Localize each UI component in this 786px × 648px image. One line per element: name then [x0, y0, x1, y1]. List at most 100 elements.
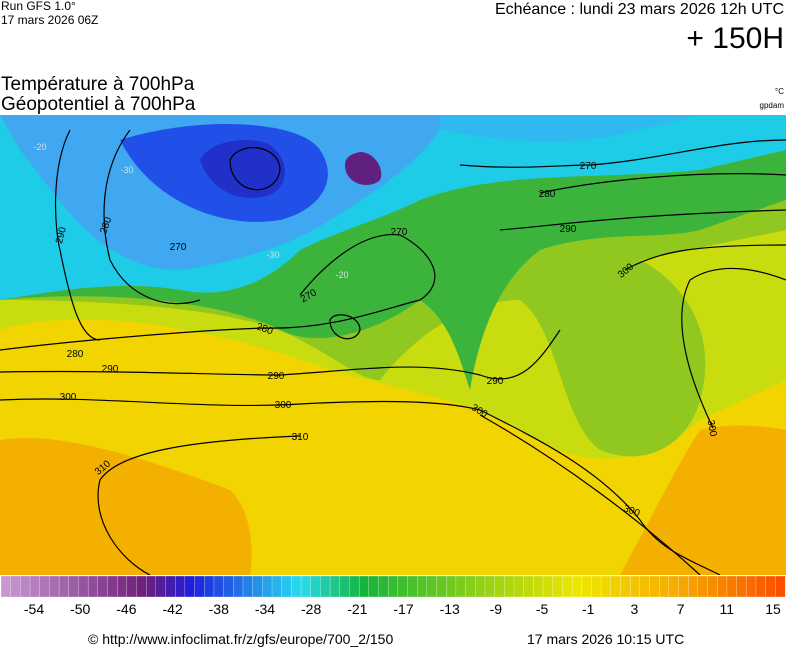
- colorbar-cell: [213, 575, 225, 598]
- colorbar-cell: [775, 575, 786, 598]
- colorbar-cell: [116, 575, 128, 598]
- colorbar-cell: [358, 575, 370, 598]
- colorbar-cell: [310, 575, 321, 598]
- temperature-label: -20: [335, 270, 348, 280]
- colorbar-cell: [87, 575, 99, 598]
- colorbar-cell: [204, 575, 215, 598]
- colorbar-cell: [262, 575, 273, 598]
- unit-geopotential: gpdam: [760, 101, 785, 110]
- colorbar-cell: [591, 575, 602, 598]
- geopotential-label: 300: [60, 392, 77, 403]
- colorbar-cell: [581, 575, 592, 598]
- colorbar-cell: [562, 575, 573, 598]
- colorbar-cell: [659, 575, 670, 598]
- geopotential-label: 290: [560, 224, 577, 235]
- geopotential-label: 280: [539, 189, 556, 200]
- colorbar-tick-label: -13: [440, 601, 460, 617]
- colorbar-cell: [542, 575, 554, 598]
- colorbar-cell: [717, 575, 728, 598]
- colorbar-tick-label: -46: [116, 601, 136, 617]
- geopotential-label: 270: [580, 161, 597, 172]
- colorbar-cell: [746, 575, 757, 598]
- colorbar-cell: [146, 575, 157, 598]
- geopotential-label: 290: [102, 364, 119, 375]
- colorbar-cell: [494, 575, 505, 598]
- colorbar-cell: [639, 575, 650, 598]
- title-geopotential: Géopotentiel à 700hPa: [1, 94, 196, 115]
- colorbar-cell: [49, 575, 60, 598]
- geopotential-label: 300: [705, 419, 719, 438]
- colorbar-cell: [339, 575, 350, 598]
- colorbar-cell: [368, 575, 379, 598]
- colorbar-cell: [446, 575, 457, 598]
- generated-time: 17 mars 2026 10:15 UTC: [527, 631, 684, 647]
- colorbar-cell: [155, 575, 166, 598]
- temperature-label: -30: [120, 165, 133, 175]
- geopotential-label: 270: [391, 227, 408, 238]
- colorbar-cell: [513, 575, 525, 598]
- geopotential-label: 290: [487, 376, 504, 387]
- colorbar-cell: [504, 575, 515, 598]
- colorbar-cell: [465, 575, 476, 598]
- colorbar-cell: [58, 575, 70, 598]
- colorbar-tick-label: -38: [209, 601, 229, 617]
- colorbar-cell: [571, 575, 583, 598]
- colorbar-cell: [736, 575, 747, 598]
- colorbar-tick-label: 15: [765, 601, 781, 617]
- temperature-label: -20: [33, 142, 46, 152]
- colorbar-tick-label: 3: [631, 601, 639, 617]
- colorbar-cell: [136, 575, 147, 598]
- colorbar-cell: [426, 575, 438, 598]
- colorbar-tick-label: -21: [347, 601, 367, 617]
- colorbar-cell: [0, 575, 12, 598]
- geopotential-label: 270: [170, 242, 187, 253]
- colorbar-cell: [252, 575, 263, 598]
- colorbar-cell: [10, 575, 21, 598]
- geopotential-label: 290: [268, 371, 285, 382]
- colorbar-cell: [78, 575, 89, 598]
- colorbar-tick-label: 7: [677, 601, 685, 617]
- colorbar-cell: [97, 575, 108, 598]
- colorbar-cell: [523, 575, 534, 598]
- colorbar-cell: [610, 575, 621, 598]
- colorbar-tick-label: -50: [70, 601, 90, 617]
- map-field: [0, 115, 786, 575]
- colorbar-cell: [552, 575, 563, 598]
- run-date: 17 mars 2026 06Z: [1, 13, 98, 27]
- colorbar-cell: [349, 575, 360, 598]
- unit-temperature: °C: [775, 87, 784, 96]
- colorbar-tick-label: -5: [536, 601, 549, 617]
- geopotential-label: 290: [54, 225, 69, 244]
- colorbar-cell: [68, 575, 79, 598]
- colorbar-cell: [378, 575, 389, 598]
- colorbar-cell: [600, 575, 612, 598]
- colorbar-cell: [668, 575, 679, 598]
- colorbar-tick-label: -34: [255, 601, 275, 617]
- colorbar-tick-label: -1: [582, 601, 595, 617]
- colorbar-cell: [233, 575, 244, 598]
- colorbar-cell: [29, 575, 41, 598]
- colorbar-cell: [329, 575, 341, 598]
- colorbar-cell: [300, 575, 312, 598]
- colorbar-tick-label: 11: [720, 601, 735, 617]
- colorbar-cell: [436, 575, 447, 598]
- colorbar-cell: [407, 575, 418, 598]
- colorbar-cell: [484, 575, 496, 598]
- colorbar-tick-label: -42: [162, 601, 182, 617]
- colorbar-cell: [39, 575, 50, 598]
- colorbar-cell: [417, 575, 428, 598]
- run-label: Run GFS 1.0°: [1, 0, 76, 13]
- colorbar-cell: [184, 575, 196, 598]
- colorbar-cell: [475, 575, 486, 598]
- lead-time: + 150H: [686, 22, 784, 55]
- colorbar-cell: [194, 575, 205, 598]
- colorbar-cell: [629, 575, 641, 598]
- colorbar-cell: [455, 575, 467, 598]
- geopotential-label: 280: [67, 349, 84, 360]
- colorbar-tick-label: -54: [24, 601, 44, 617]
- colorbar-cell: [688, 575, 699, 598]
- title-temperature: Température à 700hPa: [1, 74, 195, 95]
- colorbar-cell: [707, 575, 718, 598]
- colorbar-cell: [755, 575, 767, 598]
